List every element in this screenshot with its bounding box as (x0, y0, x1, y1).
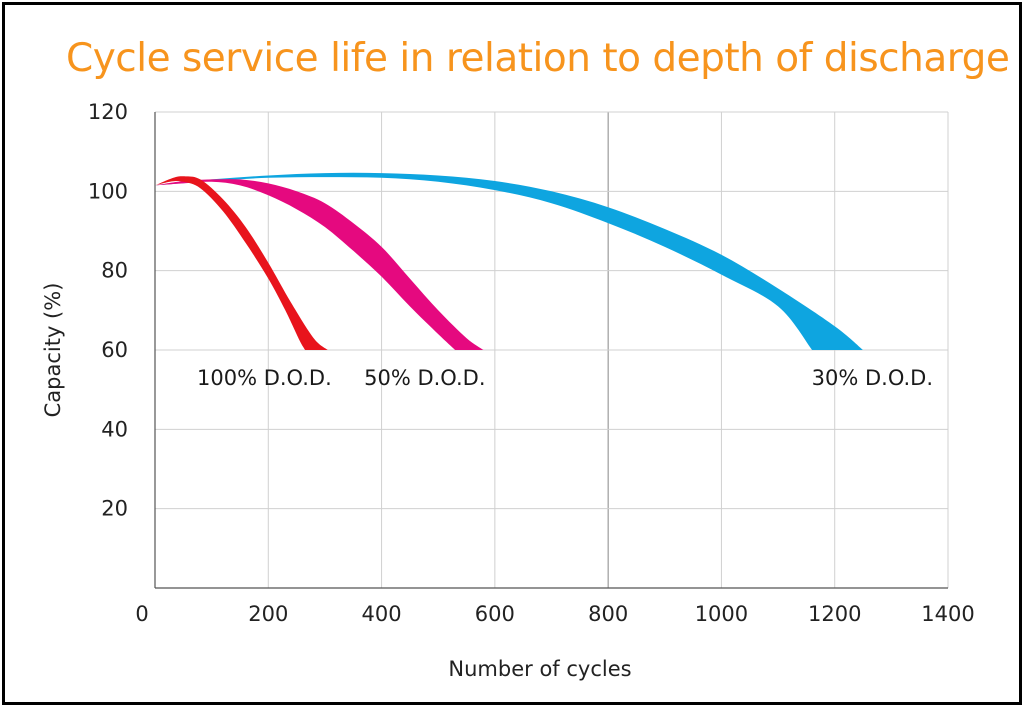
series-label-1: 50% D.O.D. (364, 366, 485, 390)
x-tick-labels: 0 200 400 600 800 1000 1200 1400 (135, 602, 974, 626)
y-tick-labels: 20 40 60 80 100 120 (88, 100, 128, 521)
x-tick-label: 200 (248, 602, 288, 626)
x-axis-label: Number of cycles (448, 657, 631, 681)
y-tick-label: 40 (101, 417, 128, 441)
x-tick-label: 800 (588, 602, 628, 626)
y-tick-label: 100 (88, 179, 128, 203)
y-tick-label: 120 (88, 100, 128, 124)
x-tick-label: 600 (475, 602, 515, 626)
series-band-1 (155, 179, 484, 350)
series-label-0: 100% D.O.D. (197, 366, 332, 390)
chart-title: Cycle service life in relation to depth … (66, 36, 1010, 81)
y-tick-label: 60 (101, 338, 128, 362)
y-tick-label: 80 (101, 259, 128, 283)
y-tick-label: 20 (101, 497, 128, 521)
x-tick-label: 1400 (921, 602, 974, 626)
series-band-2 (155, 172, 863, 350)
x-tick-label: 1200 (808, 602, 861, 626)
series-labels: 100% D.O.D. 50% D.O.D. 30% D.O.D. (197, 366, 933, 390)
grid-lines (155, 111, 949, 588)
x-tick-label: 0 (135, 602, 148, 626)
series-areas (155, 172, 863, 350)
x-tick-label: 400 (362, 602, 402, 626)
y-axis-label: Capacity (%) (41, 283, 65, 418)
series-label-2: 30% D.O.D. (812, 366, 933, 390)
x-tick-label: 1000 (695, 602, 748, 626)
axes (154, 112, 948, 589)
series-band-0 (155, 176, 328, 350)
